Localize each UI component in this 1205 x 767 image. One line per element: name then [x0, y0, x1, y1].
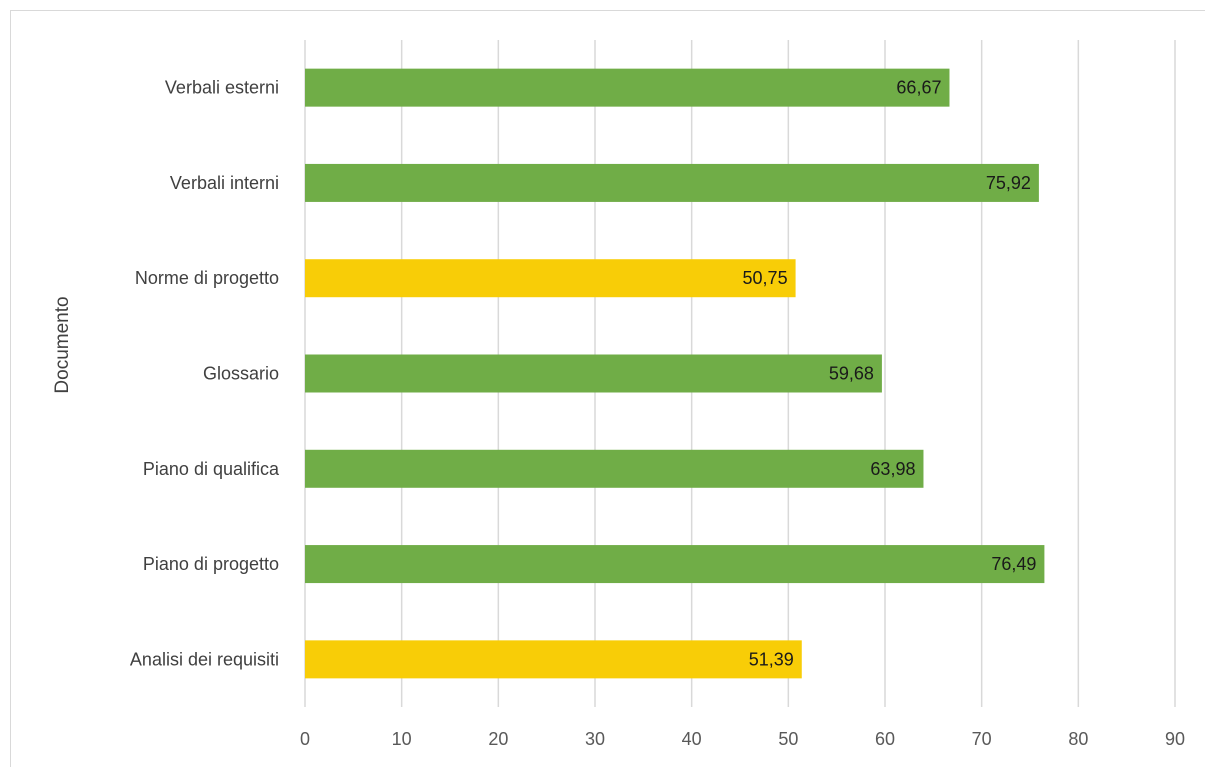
x-tick-label: 20: [488, 729, 508, 749]
category-label: Piano di qualifica: [143, 459, 280, 479]
category-label: Piano di progetto: [143, 554, 279, 574]
bar: [305, 68, 950, 107]
bar-value-label: 76,49: [991, 554, 1036, 574]
category-label: Verbali interni: [170, 173, 279, 193]
bar-value-label: 66,67: [896, 78, 941, 98]
x-tick-label: 80: [1068, 729, 1088, 749]
bar: [305, 640, 802, 679]
x-tick-label: 40: [682, 729, 702, 749]
x-tick-label: 50: [778, 729, 798, 749]
bar-value-label: 63,98: [870, 459, 915, 479]
y-axis-title: Documento: [52, 296, 73, 393]
bar-value-label: 75,92: [986, 173, 1031, 193]
x-tick-label: 90: [1165, 729, 1185, 749]
bar: [305, 449, 924, 488]
x-tick-label: 0: [300, 729, 310, 749]
bar: [305, 354, 882, 393]
bar-value-label: 50,75: [743, 268, 788, 288]
bar: [305, 545, 1045, 584]
category-labels: Verbali esterni Verbali interni Norme di p…: [130, 78, 280, 670]
category-label: Norme di progetto: [135, 268, 279, 288]
x-tick-labels: 0 10 20 30 40 50 60 70 80 90: [300, 729, 1185, 749]
x-tick-label: 60: [875, 729, 895, 749]
x-tick-label: 30: [585, 729, 605, 749]
x-tick-label: 10: [392, 729, 412, 749]
bars: 66,67 75,92 50,75 59,68 63,98 76,49 51,39: [305, 68, 1045, 679]
bar: [305, 259, 796, 298]
category-label: Glossario: [203, 364, 279, 384]
bar-value-label: 59,68: [829, 364, 874, 384]
bar-value-label: 51,39: [749, 649, 794, 669]
x-tick-label: 70: [972, 729, 992, 749]
category-label: Analisi dei requisiti: [130, 649, 279, 669]
bar: [305, 163, 1039, 202]
category-label: Verbali esterni: [165, 78, 279, 98]
